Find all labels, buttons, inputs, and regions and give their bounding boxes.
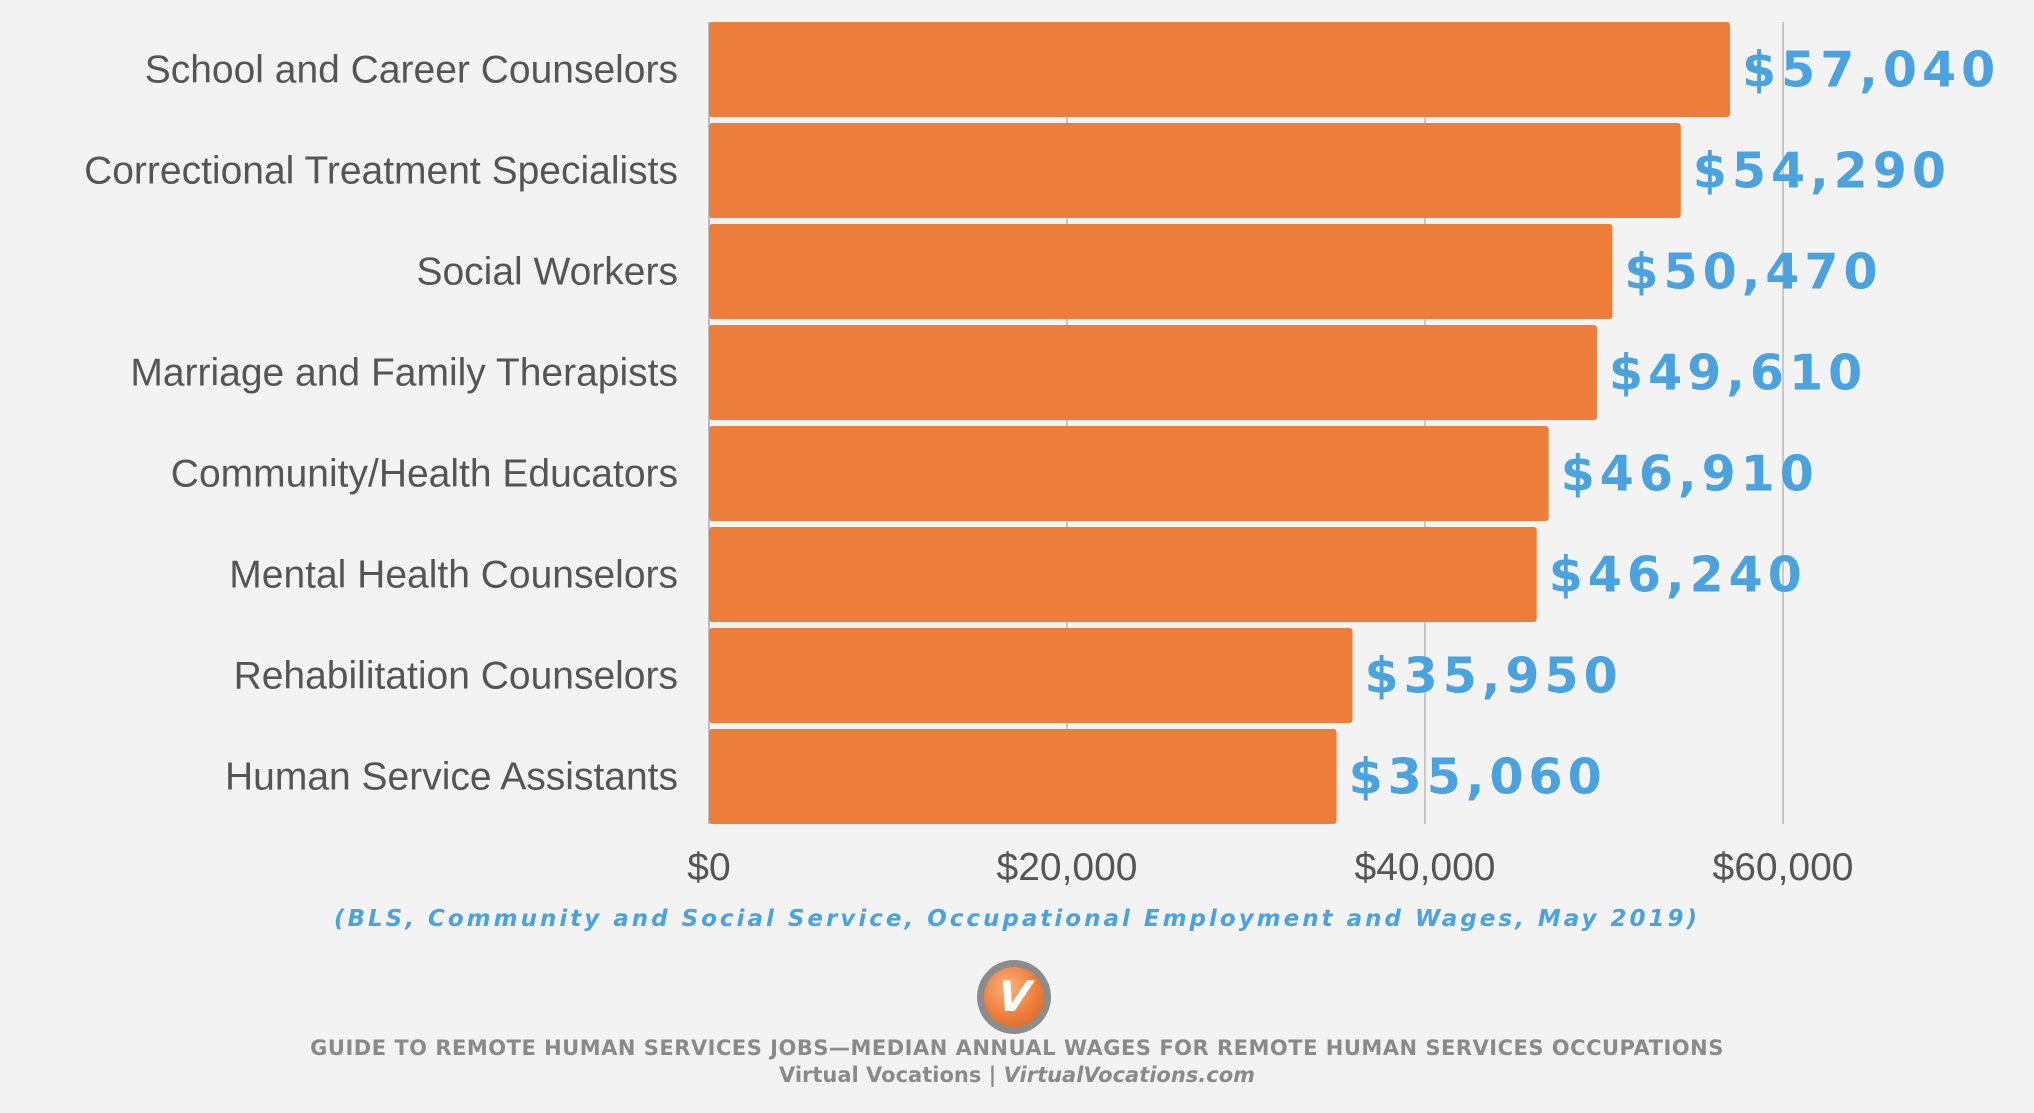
category-label: School and Career Counselors <box>145 49 678 92</box>
logo-letter: V <box>995 972 1033 1021</box>
value-label: $57,040 <box>1742 42 2000 99</box>
brand-site: VirtualVocations.com <box>1003 1063 1256 1087</box>
value-label: $35,950 <box>1365 648 1623 705</box>
footer-brand: Virtual Vocations | VirtualVocations.com <box>0 1063 2034 1087</box>
value-label: $46,910 <box>1561 446 1819 503</box>
bar <box>709 426 1549 521</box>
value-labels: $57,040 $54,290 $50,470 $49,610 $46,910 $46,2… <box>1349 42 2000 806</box>
value-label: $35,060 <box>1349 749 1607 806</box>
bar-chart: School and Career Counselors Correctional… <box>84 22 2000 889</box>
x-tick-label: $20,000 <box>997 846 1138 889</box>
category-label: Marriage and Family Therapists <box>130 352 678 395</box>
x-tick-label: $60,000 <box>1713 846 1854 889</box>
bar <box>709 325 1598 420</box>
bar <box>709 123 1681 218</box>
x-tick-label: $0 <box>687 846 730 889</box>
bars <box>709 22 1731 824</box>
bar <box>709 628 1353 723</box>
logo-badge: V <box>984 967 1044 1027</box>
source-note: (BLS, Community and Social Service, Occu… <box>333 906 1701 932</box>
category-label: Rehabilitation Counselors <box>234 655 678 698</box>
category-label: Social Workers <box>416 251 678 294</box>
category-label: Mental Health Counselors <box>229 554 678 597</box>
bar <box>709 729 1337 824</box>
value-label: $46,240 <box>1549 547 1807 604</box>
bar <box>709 224 1613 319</box>
value-label: $49,610 <box>1609 345 1867 402</box>
bar <box>709 527 1537 622</box>
category-labels: School and Career Counselors Correctional… <box>84 49 678 799</box>
x-tick-label: $40,000 <box>1355 846 1496 889</box>
bar <box>709 22 1731 117</box>
brand-separator: | <box>981 1063 1004 1087</box>
brand-name: Virtual Vocations <box>778 1063 982 1087</box>
virtual-vocations-logo: V <box>977 960 1051 1034</box>
category-label: Correctional Treatment Specialists <box>84 150 678 193</box>
footer-title: GUIDE TO REMOTE HUMAN SERVICES JOBS—MEDI… <box>310 1036 1724 1060</box>
value-label: $50,470 <box>1624 244 1882 301</box>
x-axis-tick-labels: $0 $20,000 $40,000 $60,000 <box>687 846 1853 889</box>
value-label: $54,290 <box>1693 143 1951 200</box>
category-label: Community/Health Educators <box>171 453 678 496</box>
category-label: Human Service Assistants <box>225 756 678 799</box>
